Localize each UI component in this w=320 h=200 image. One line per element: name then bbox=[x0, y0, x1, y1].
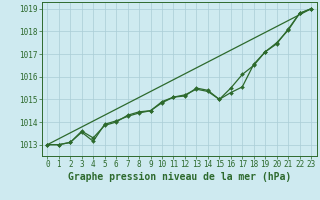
X-axis label: Graphe pression niveau de la mer (hPa): Graphe pression niveau de la mer (hPa) bbox=[68, 172, 291, 182]
